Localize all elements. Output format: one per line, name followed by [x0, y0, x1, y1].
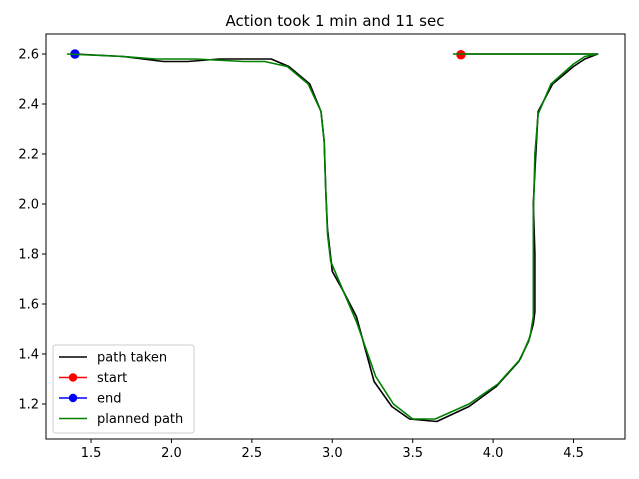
series-line-planned-path	[66, 53, 599, 420]
x-tick-label: 1.5	[81, 446, 102, 461]
y-tick-label: 2.4	[18, 98, 39, 113]
y-tick-label: 1.8	[18, 248, 39, 263]
x-tick-label: 2.0	[161, 446, 182, 461]
legend: path taken start end planned path	[52, 344, 195, 434]
y-tick-label: 1.4	[18, 348, 39, 363]
legend-label: planned path	[97, 412, 183, 427]
y-axis: 1.2 1.4 1.6 1.8 2.0 2.2 2.4 2.6	[18, 48, 46, 413]
legend-box	[52, 344, 195, 434]
legend-label: path taken	[97, 351, 167, 366]
y-tick-label: 2.6	[18, 48, 39, 63]
plot-frame	[45, 33, 626, 440]
legend-swatch-marker	[68, 373, 78, 382]
x-tick-label: 4.0	[483, 446, 504, 461]
x-axis: 1.5 2.0 2.5 3.0 3.5 4.0 4.5	[81, 439, 584, 461]
y-tick-label: 1.6	[18, 298, 39, 313]
legend-label: start	[97, 371, 127, 386]
x-tick-label: 3.0	[322, 446, 343, 461]
x-tick-label: 3.5	[402, 446, 423, 461]
y-tick-label: 2.0	[18, 198, 39, 213]
legend-swatch-marker	[68, 393, 78, 403]
y-tick-label: 2.2	[18, 148, 39, 163]
y-tick-label: 1.2	[18, 398, 39, 413]
legend-label: end	[97, 392, 122, 407]
x-tick-label: 4.5	[563, 446, 584, 461]
chart-title: Action took 1 min and 11 sec	[226, 12, 445, 30]
x-tick-label: 2.5	[242, 446, 263, 461]
series-layer	[66, 49, 599, 423]
